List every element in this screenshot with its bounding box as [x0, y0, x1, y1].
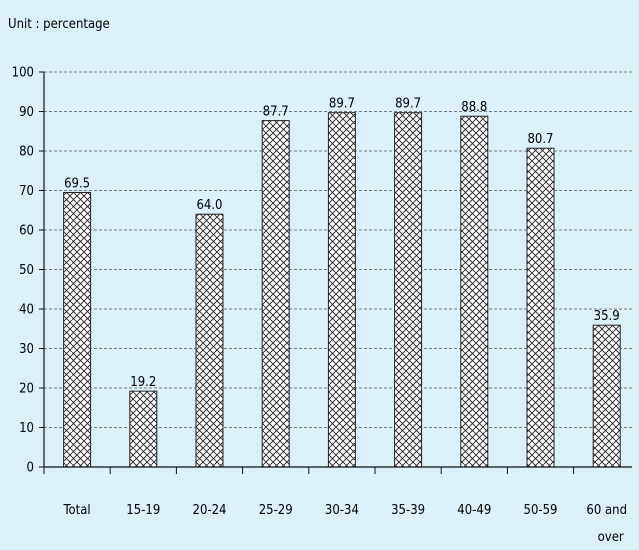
- bar-value-label: 64.0: [196, 198, 222, 213]
- x-category-label: 15-19: [126, 503, 160, 518]
- x-category-label: Total: [63, 503, 91, 518]
- bar: [129, 390, 158, 468]
- y-tick-label: 0: [27, 461, 34, 476]
- bar: [63, 191, 92, 468]
- y-tick-label: 30: [19, 342, 34, 357]
- y-tick-label: 70: [19, 184, 34, 199]
- x-category-label: 60 and: [586, 503, 627, 518]
- bar-value-label: 69.5: [64, 176, 90, 191]
- bar-value-label: 89.7: [395, 97, 421, 112]
- y-tick-label: 10: [19, 421, 34, 436]
- bars: [63, 112, 621, 468]
- bar-value-label: 35.9: [594, 309, 620, 324]
- x-category-label: 20-24: [193, 503, 227, 518]
- y-tick-label: 80: [19, 145, 34, 160]
- y-tick-label: 50: [19, 263, 34, 278]
- bar: [592, 324, 621, 468]
- y-tick-label: 60: [19, 224, 34, 239]
- x-category-label-line2: over: [598, 530, 624, 545]
- x-category-label: 40-49: [457, 503, 491, 518]
- bar: [394, 112, 423, 468]
- x-category-label: 50-59: [524, 503, 558, 518]
- bar: [327, 112, 356, 468]
- bar-value-label: 87.7: [263, 105, 289, 120]
- y-tick-label: 20: [19, 382, 34, 397]
- x-category-label: 30-34: [325, 503, 359, 518]
- y-tick-label: 40: [19, 303, 34, 318]
- axes: [39, 71, 632, 474]
- y-tick-label: 90: [19, 105, 34, 120]
- x-category-label: 25-29: [259, 503, 293, 518]
- bar: [460, 115, 489, 468]
- bar-value-label: 80.7: [527, 132, 553, 147]
- unit-label: Unit : percentage: [8, 17, 110, 32]
- bar-value-label: 19.2: [130, 375, 156, 390]
- bar-value-label: 88.8: [461, 100, 487, 115]
- bar: [526, 147, 555, 468]
- labels: 0 10 20 30 40 50 60 70 80 90 100 69.5 Total 19.2 15-19…: [12, 66, 627, 546]
- bar: [261, 120, 290, 468]
- y-tick-label: 100: [12, 66, 34, 81]
- x-category-label: 35-39: [391, 503, 425, 518]
- bar: [195, 213, 224, 468]
- bar-value-label: 89.7: [329, 97, 355, 112]
